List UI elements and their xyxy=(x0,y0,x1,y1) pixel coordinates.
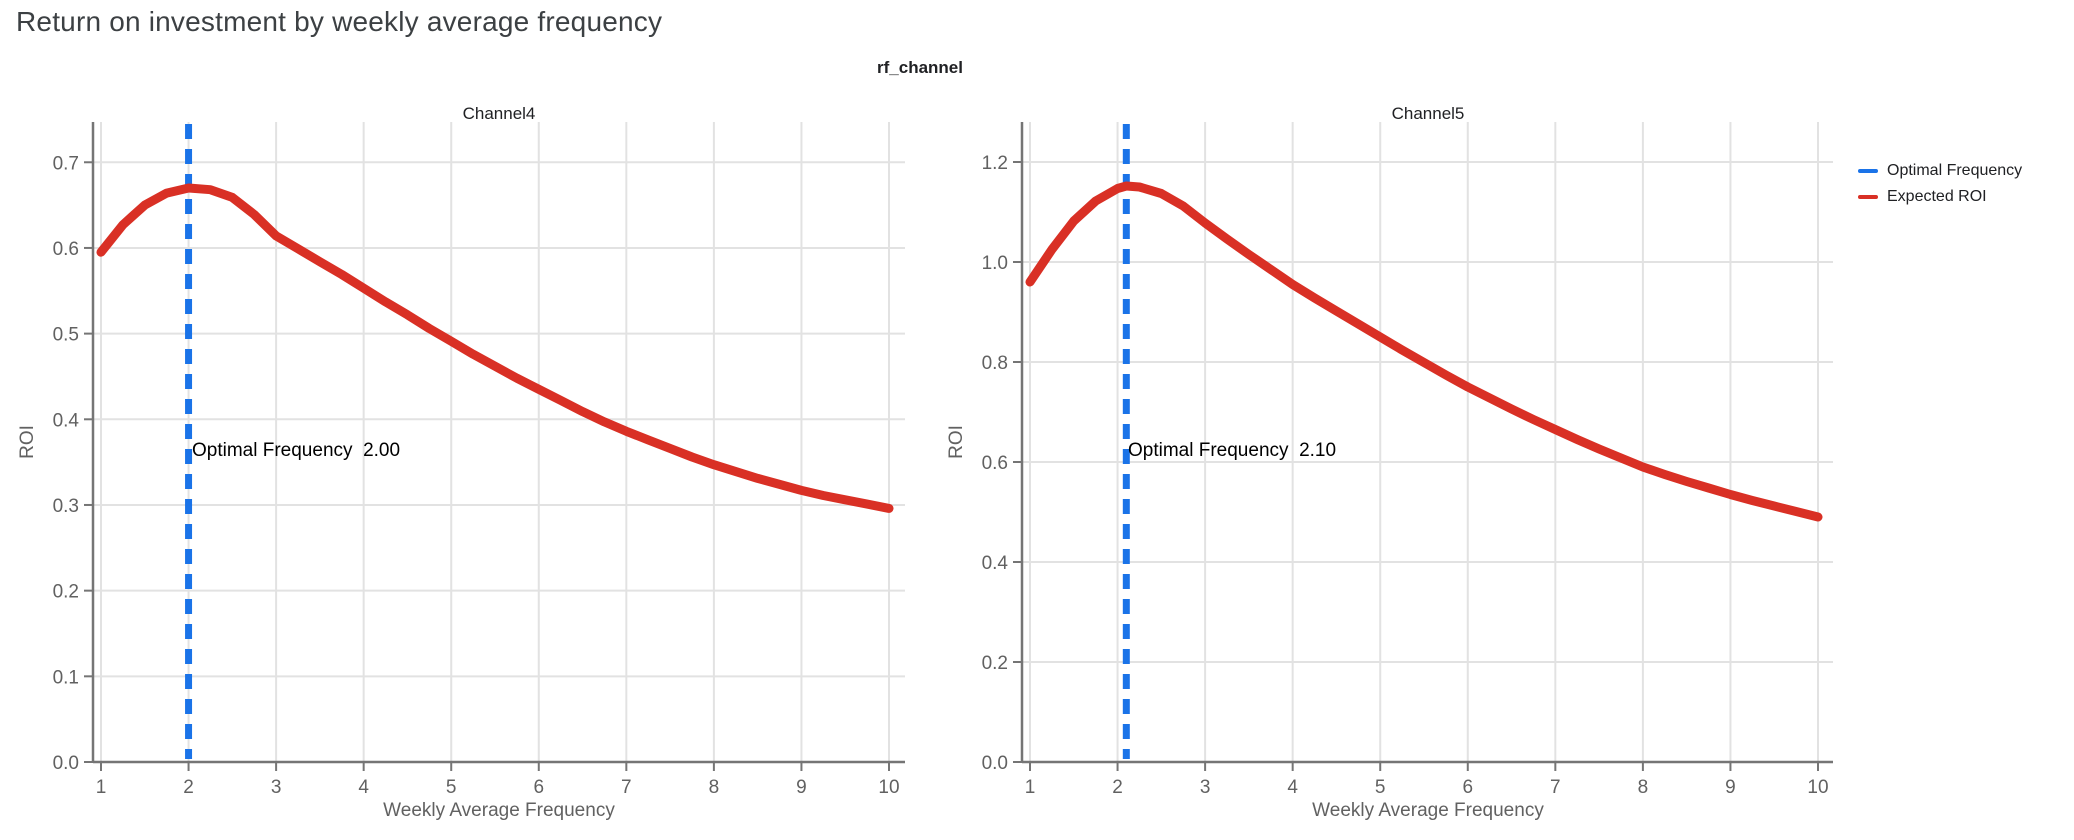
x-tick-label: 10 xyxy=(1807,777,1828,798)
optimal-frequency-annotation-right: Optimal Frequency 2.10 xyxy=(1128,440,1337,461)
x-tick-label: 9 xyxy=(796,777,807,798)
y-axis-label-right: ROI xyxy=(946,425,967,459)
y-tick-label: 0.1 xyxy=(53,667,79,688)
x-tick-label: 1 xyxy=(96,777,107,798)
x-tick-label: 3 xyxy=(271,777,282,798)
x-tick-label: 2 xyxy=(1112,777,1123,798)
x-tick-label: 7 xyxy=(1550,777,1561,798)
y-tick-label: 0.4 xyxy=(982,553,1009,574)
facet-title: rf_channel xyxy=(877,58,963,77)
x-tick-label: 8 xyxy=(1638,777,1649,798)
optimal-frequency-annotation-left: Optimal Frequency 2.00 xyxy=(192,440,401,461)
x-tick-label: 4 xyxy=(358,777,369,798)
y-tick-label: 0.0 xyxy=(982,753,1008,774)
y-tick-label: 0.5 xyxy=(53,325,79,346)
page-title: Return on investment by weekly average f… xyxy=(16,6,663,37)
y-tick-label: 1.0 xyxy=(982,253,1008,274)
x-tick-label: 1 xyxy=(1025,777,1036,798)
legend: Optimal Frequency Expected ROI xyxy=(1858,158,2022,210)
expected-roi-curve xyxy=(96,183,894,513)
x-tick-label: 3 xyxy=(1200,777,1211,798)
x-axis-label-left: Weekly Average Frequency xyxy=(383,800,615,821)
x-tick-label: 7 xyxy=(621,777,632,798)
subplot-title-channel5: Channel5 xyxy=(1391,104,1465,123)
y-tick-label: 0.7 xyxy=(53,153,79,174)
legend-item-optimal-frequency[interactable]: Optimal Frequency xyxy=(1858,158,2022,184)
x-tick-label: 2 xyxy=(183,777,194,798)
legend-label: Optimal Frequency xyxy=(1887,162,2023,179)
x-tick-label: 4 xyxy=(1287,777,1298,798)
y-tick-label: 1.2 xyxy=(982,153,1008,174)
subplot-title-channel4: Channel4 xyxy=(462,104,536,123)
y-tick-label: 0.2 xyxy=(53,582,79,603)
x-tick-label: 10 xyxy=(878,777,899,798)
x-tick-label: 6 xyxy=(533,777,544,798)
x-tick-label: 5 xyxy=(446,777,457,798)
y-axis-label-left: ROI xyxy=(17,425,38,459)
x-tick-label: 8 xyxy=(709,777,720,798)
y-tick-label: 0.6 xyxy=(53,239,79,260)
legend-item-expected-roi[interactable]: Expected ROI xyxy=(1858,184,2022,210)
x-tick-label: 9 xyxy=(1725,777,1736,798)
legend-swatch-blue-line xyxy=(1858,169,1878,173)
legend-swatch-red-line xyxy=(1858,195,1878,199)
x-tick-label: 6 xyxy=(1462,777,1473,798)
y-tick-label: 0.8 xyxy=(982,353,1008,374)
y-tick-label: 0.2 xyxy=(982,653,1008,674)
x-tick-label: 5 xyxy=(1375,777,1386,798)
y-tick-label: 0.6 xyxy=(982,453,1008,474)
expected-roi-curve xyxy=(1025,181,1823,522)
x-axis-label-right: Weekly Average Frequency xyxy=(1312,800,1544,821)
y-tick-label: 0.4 xyxy=(53,410,80,431)
y-tick-label: 0.3 xyxy=(53,496,79,517)
y-tick-label: 0.0 xyxy=(53,753,79,774)
legend-label: Expected ROI xyxy=(1887,188,1987,205)
